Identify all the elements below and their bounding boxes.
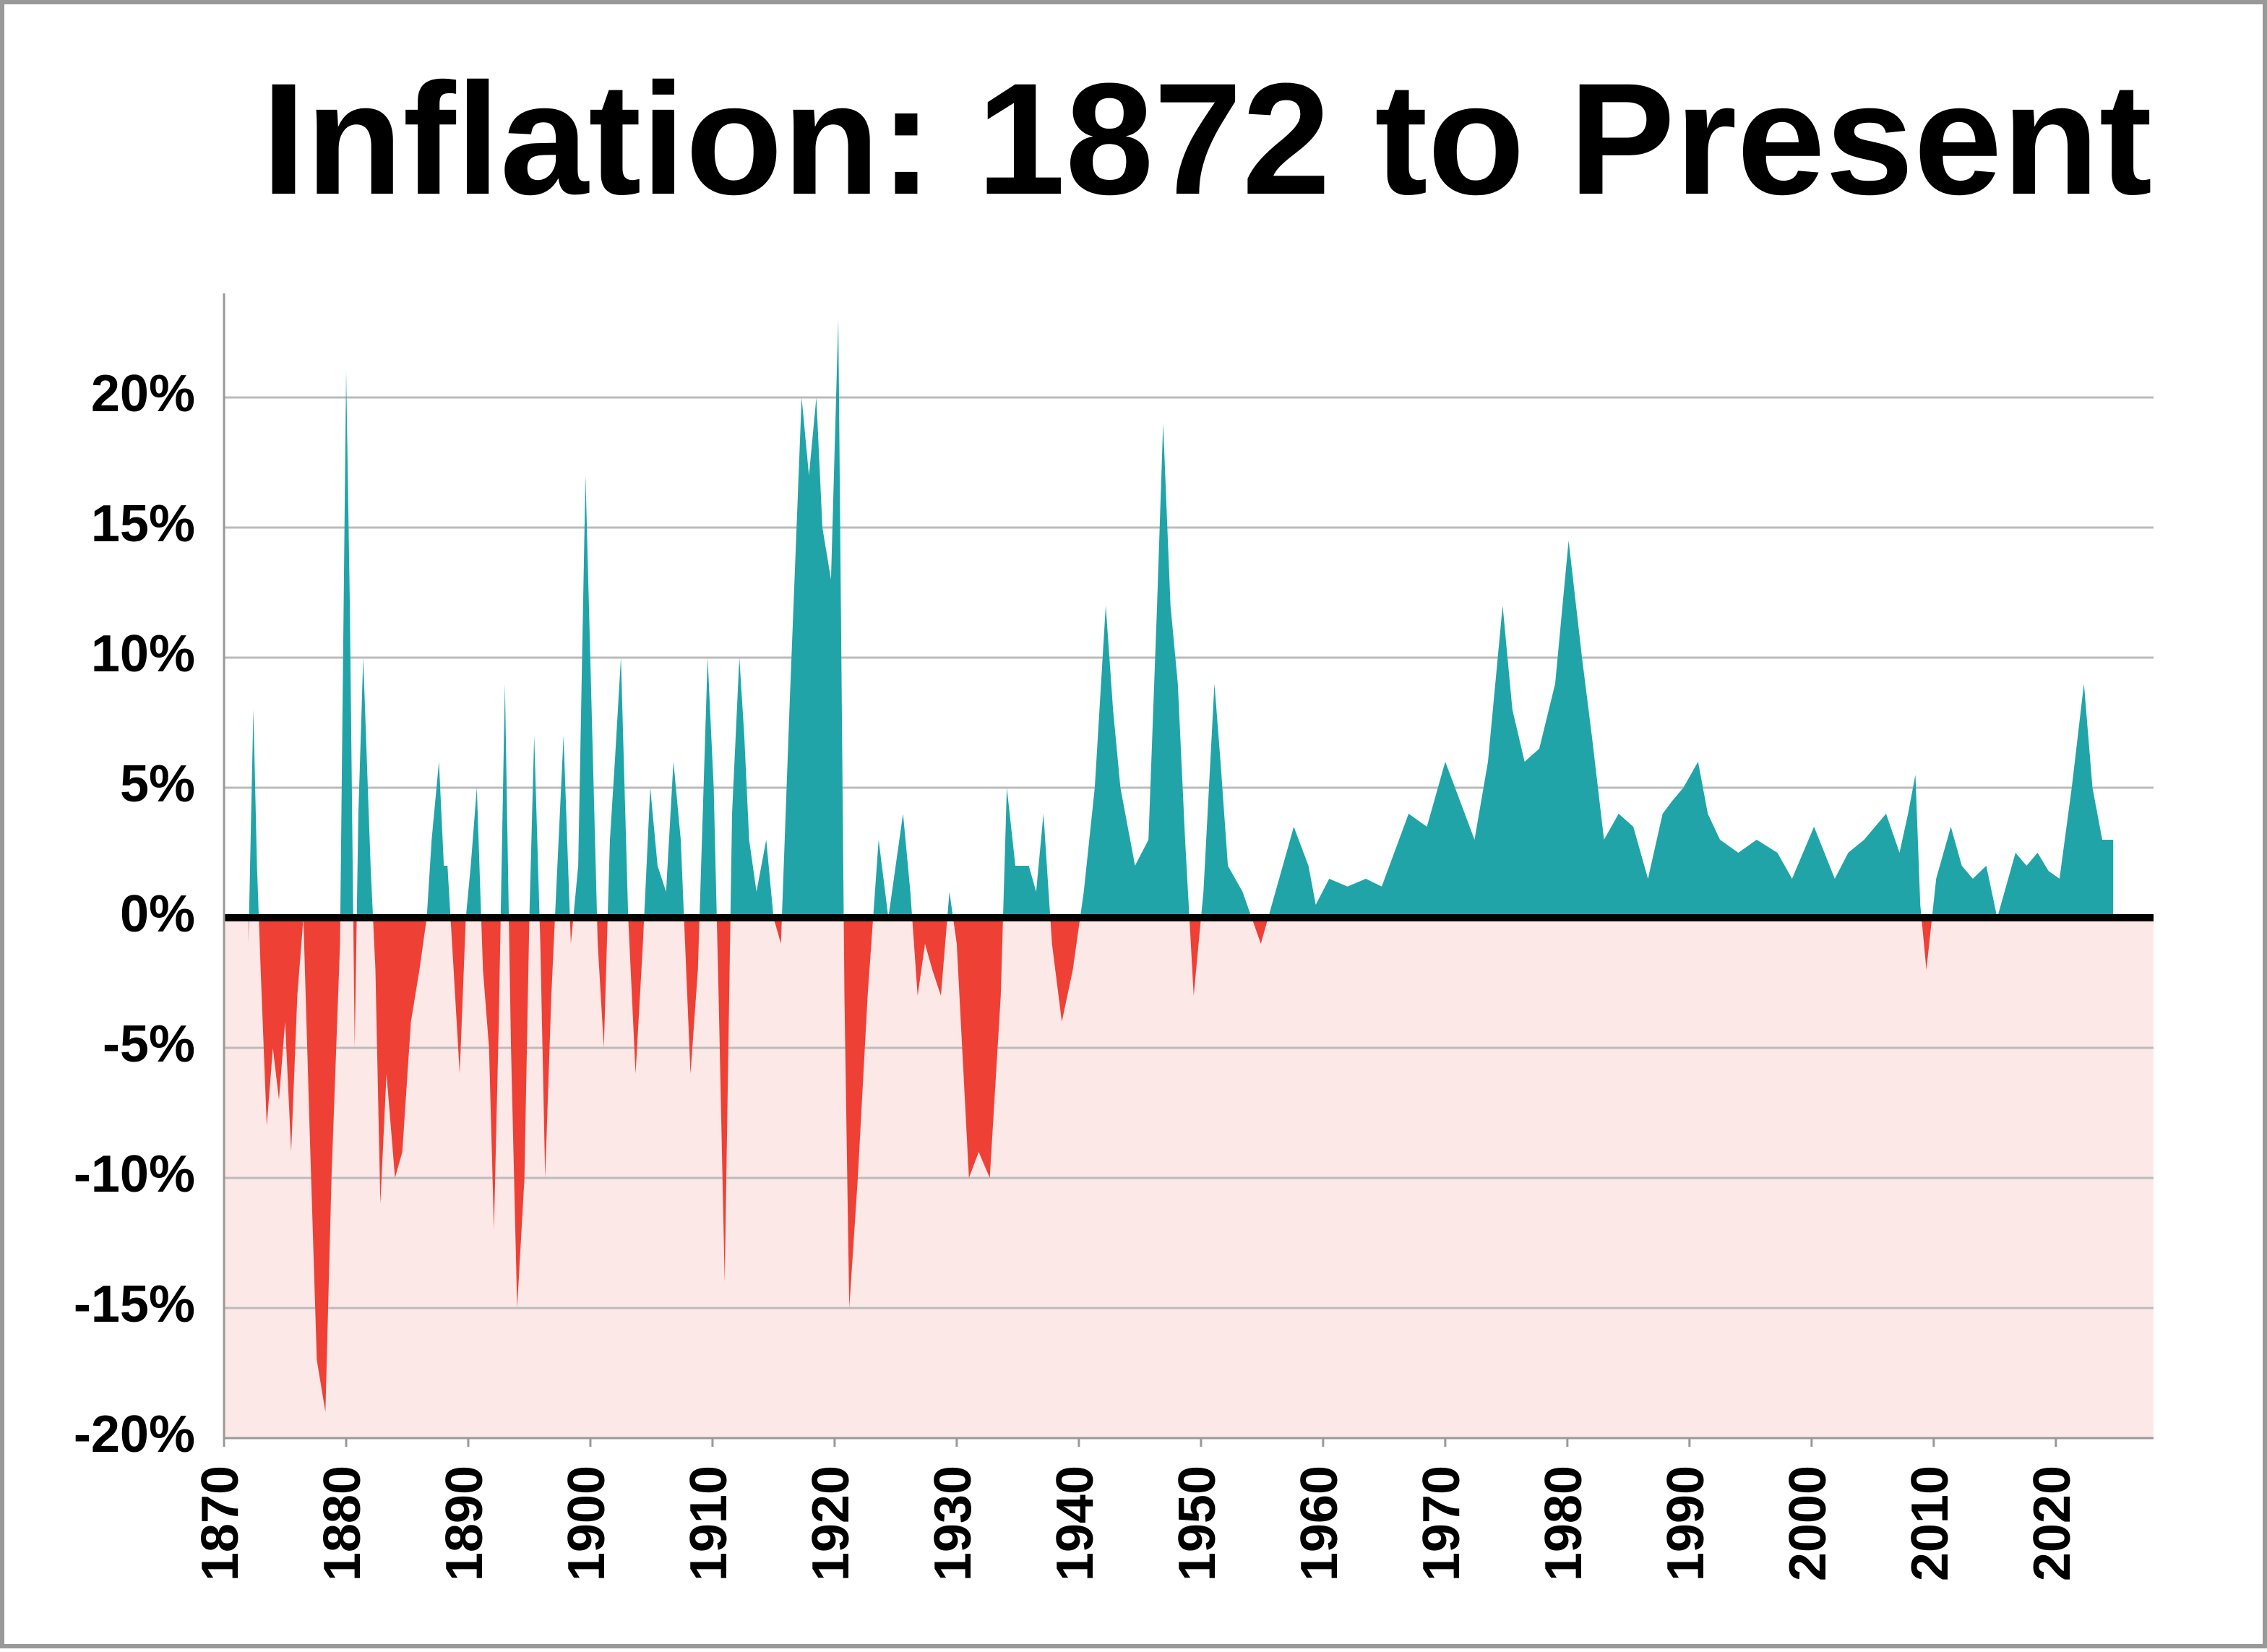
chart-title: Inflation: 1872 to Present (262, 50, 2152, 228)
y-tick-label: 0% (120, 885, 195, 943)
x-tick-label: 1950 (1169, 1466, 1226, 1581)
y-tick-label: -20% (74, 1406, 195, 1463)
y-tick-label: -5% (103, 1015, 195, 1073)
y-tick-label: 15% (91, 495, 195, 553)
y-tick-label: 20% (91, 365, 195, 423)
x-tick-label: 1880 (314, 1466, 371, 1581)
x-tick-label: 1960 (1291, 1466, 1348, 1581)
area-positive (248, 319, 2114, 918)
x-tick-label: 2020 (2023, 1466, 2081, 1581)
x-tick-label: 1990 (1657, 1466, 1715, 1581)
y-tick-label: -10% (74, 1145, 195, 1203)
x-tick-label: 1890 (436, 1466, 494, 1581)
x-tick-label: 1870 (192, 1466, 249, 1581)
x-tick-label: 1940 (1046, 1466, 1104, 1581)
x-tick-label: 1970 (1413, 1466, 1471, 1581)
y-tick-label: -15% (74, 1275, 195, 1333)
y-tick-label: 10% (91, 625, 195, 683)
x-tick-label: 2000 (1779, 1466, 1837, 1581)
x-tick-label: 1920 (802, 1466, 860, 1581)
x-tick-label: 1910 (680, 1466, 738, 1581)
y-tick-label: 5% (120, 755, 195, 813)
x-tick-label: 1900 (558, 1466, 616, 1581)
x-tick-label: 1980 (1535, 1466, 1593, 1581)
x-tick-label: 2010 (1901, 1466, 1959, 1581)
x-tick-label: 1930 (924, 1466, 982, 1581)
